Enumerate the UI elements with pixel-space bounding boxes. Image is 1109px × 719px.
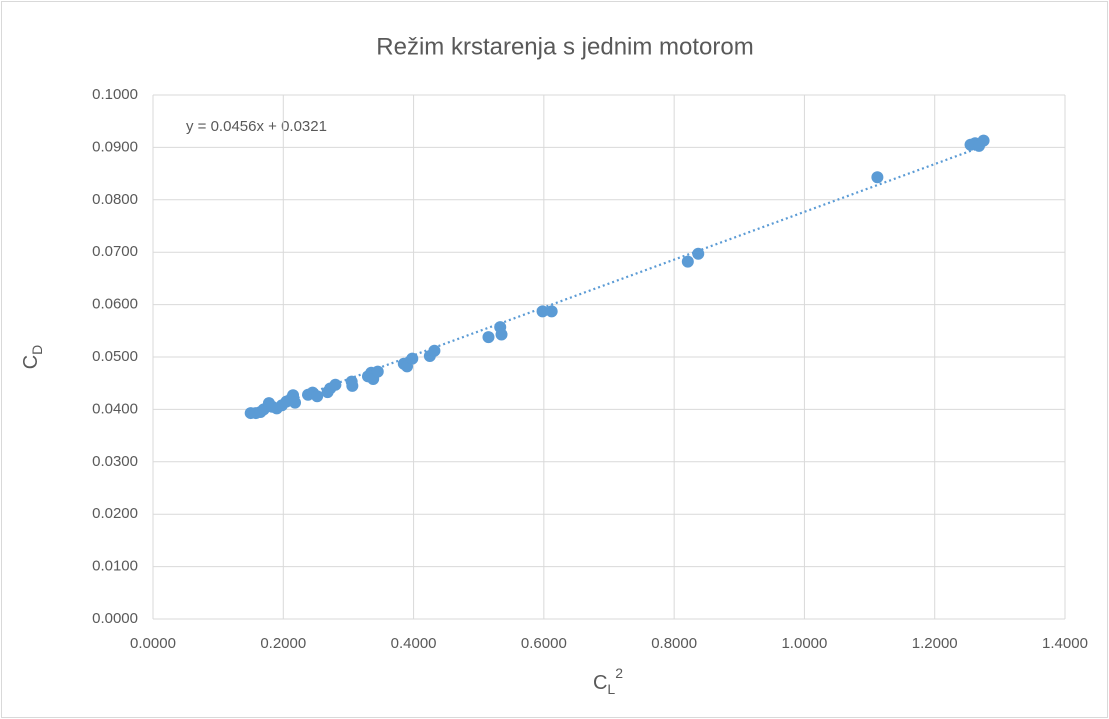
y-tick-label: 0.1000 — [92, 86, 138, 103]
x-tick-label: 1.2000 — [912, 635, 958, 652]
data-point — [681, 255, 694, 268]
y-tick-label: 0.0900 — [92, 138, 138, 155]
data-point — [871, 171, 884, 184]
y-tick-label: 0.0600 — [92, 296, 138, 313]
x-tick-label: 1.0000 — [781, 635, 827, 652]
data-point — [329, 378, 342, 391]
data-point — [482, 331, 495, 344]
data-point — [692, 247, 705, 260]
y-tick-label: 0.0400 — [92, 400, 138, 417]
x-tick-label: 0.6000 — [521, 635, 567, 652]
trendline-equation: y = 0.0456x + 0.0321 — [186, 118, 327, 135]
x-tick-label: 0.0000 — [130, 635, 176, 652]
y-tick-label: 0.0100 — [92, 558, 138, 575]
y-tick-label: 0.0700 — [92, 243, 138, 260]
data-point — [977, 134, 990, 147]
x-tick-label: 0.8000 — [651, 635, 697, 652]
y-tick-label: 0.0300 — [92, 453, 138, 470]
y-tick-label: 0.0800 — [92, 191, 138, 208]
data-point — [289, 396, 302, 409]
y-tick-label: 0.0500 — [92, 348, 138, 365]
data-point — [371, 365, 384, 378]
data-point — [346, 379, 359, 392]
x-tick-label: 0.4000 — [391, 635, 437, 652]
x-axis-title: CL2 — [593, 665, 623, 697]
y-tick-label: 0.0200 — [92, 505, 138, 522]
data-point — [545, 305, 558, 318]
y-axis-title: CD — [20, 345, 44, 370]
data-point — [536, 305, 549, 318]
data-point — [406, 352, 419, 365]
data-point — [428, 344, 441, 357]
data-point — [311, 390, 324, 403]
x-tick-label: 0.2000 — [260, 635, 306, 652]
data-point — [495, 328, 508, 341]
y-tick-label: 0.0000 — [92, 610, 138, 627]
chart-title: Režim krstarenja s jednim motorom — [376, 33, 753, 60]
x-tick-label: 1.4000 — [1042, 635, 1088, 652]
